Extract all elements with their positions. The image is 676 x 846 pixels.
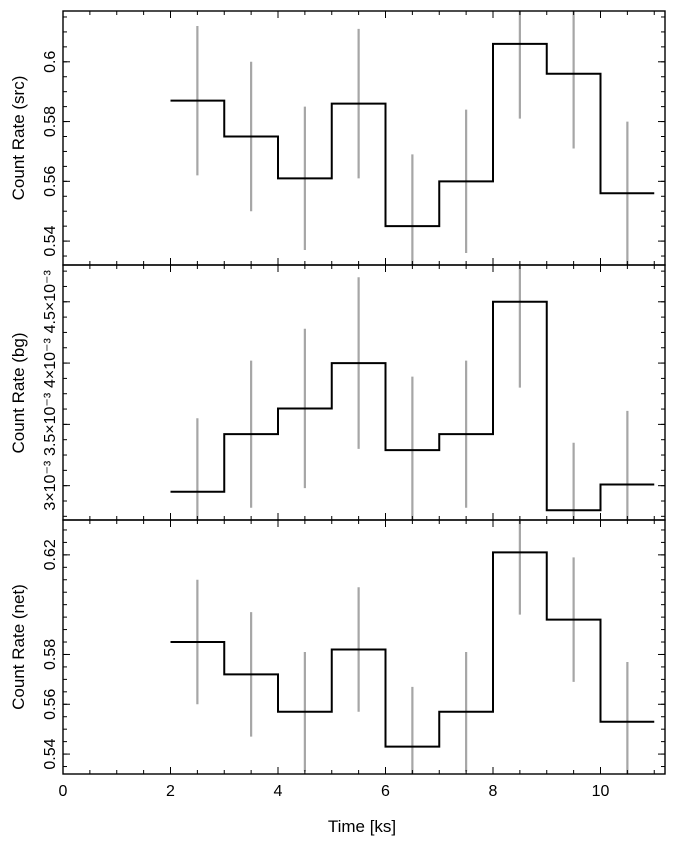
bg-y-tick-label: 3.5×10⁻³ bbox=[42, 392, 59, 456]
bg-error-bars bbox=[196, 265, 629, 520]
net-step-line bbox=[170, 551, 655, 748]
src-y-tick-label: 0.6 bbox=[42, 51, 59, 73]
panel-net: 0.54 0.56 0.58 0.62 0 2 4 6 8 10 Count Rate (net) bbox=[9, 519, 666, 800]
panel-src: 0.54 0.56 0.58 0.6 Count Rate (src) bbox=[9, 10, 666, 266]
bg-y-tick-label: 4.5×10⁻³ bbox=[42, 270, 59, 334]
net-axes: 0.54 0.56 0.58 0.62 0 2 4 6 8 10 bbox=[42, 519, 666, 800]
bg-step-line bbox=[170, 300, 655, 512]
x-tick-label: 4 bbox=[274, 783, 283, 800]
x-tick-label: 0 bbox=[59, 783, 68, 800]
net-y-axis-title: Count Rate (net) bbox=[9, 584, 28, 710]
net-step-series bbox=[170, 551, 655, 748]
src-y-axis-title: Count Rate (src) bbox=[9, 76, 28, 201]
net-y-tick-label: 0.54 bbox=[42, 738, 59, 769]
panel-bg: 3×10⁻³ 3.5×10⁻³ 4×10⁻³ 4.5×10⁻³ Count Rate … bbox=[9, 264, 666, 521]
net-plot-frame bbox=[62, 519, 666, 775]
x-axis-title: Time [ks] bbox=[328, 817, 396, 836]
bg-y-tick-label: 4×10⁻³ bbox=[42, 337, 59, 387]
bg-step-series bbox=[170, 300, 655, 512]
src-y-tick-label: 0.54 bbox=[42, 225, 59, 256]
x-tick-label: 6 bbox=[381, 783, 390, 800]
bg-axes: 3×10⁻³ 3.5×10⁻³ 4×10⁻³ 4.5×10⁻³ bbox=[42, 264, 666, 521]
x-tick-label: 10 bbox=[592, 783, 610, 800]
bg-y-axis-title: Count Rate (bg) bbox=[9, 333, 28, 454]
src-y-tick-label: 0.56 bbox=[42, 166, 59, 197]
src-axes: 0.54 0.56 0.58 0.6 bbox=[42, 10, 666, 266]
net-error-bars bbox=[196, 520, 629, 774]
bg-y-tick-label: 3×10⁻³ bbox=[42, 460, 59, 510]
net-y-tick-label: 0.58 bbox=[42, 639, 59, 670]
src-step-line bbox=[170, 42, 655, 228]
net-y-tick-label: 0.62 bbox=[42, 539, 59, 570]
x-tick-label: 8 bbox=[489, 783, 498, 800]
net-y-tick-label: 0.56 bbox=[42, 689, 59, 720]
x-tick-label: 2 bbox=[166, 783, 175, 800]
src-y-tick-label: 0.58 bbox=[42, 106, 59, 137]
src-step-series bbox=[170, 42, 655, 228]
